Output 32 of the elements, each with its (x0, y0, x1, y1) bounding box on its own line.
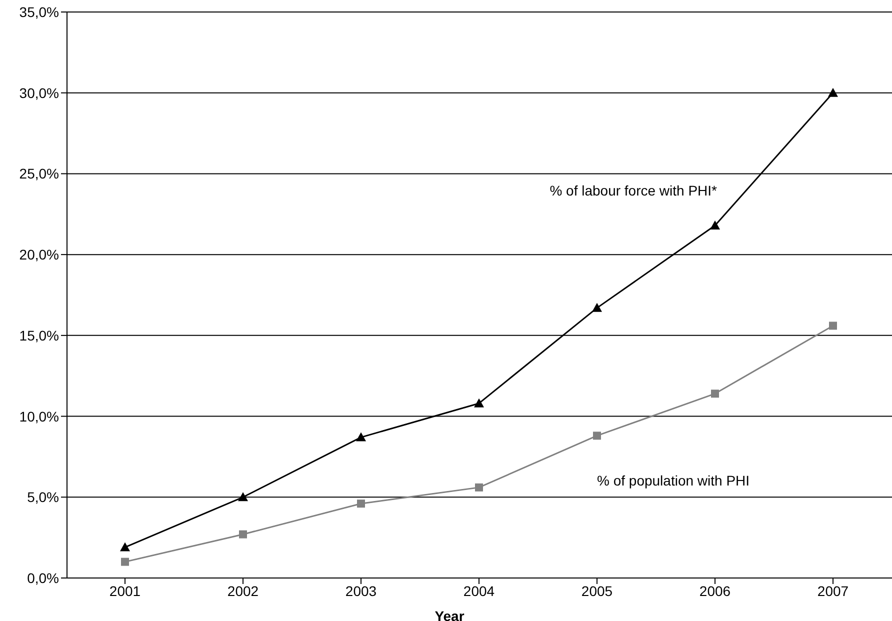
y-tick-label: 15,0% (19, 327, 59, 344)
x-tick-label: 2005 (581, 582, 613, 599)
point (592, 302, 602, 312)
point (593, 432, 601, 440)
point (120, 542, 130, 552)
y-tick-label: 30,0% (19, 84, 59, 101)
point (829, 322, 837, 330)
y-tick-label: 10,0% (19, 408, 59, 424)
point (121, 558, 129, 566)
x-tick-label: 2002 (227, 582, 259, 599)
point (474, 398, 484, 408)
point (710, 220, 720, 230)
point (357, 500, 365, 508)
series-label: % of labour force with PHI* (550, 182, 718, 198)
x-tick-label: 2006 (699, 582, 731, 599)
x-tick-label: 2003 (345, 582, 377, 599)
x-tick-label: 2007 (817, 582, 849, 599)
point (356, 432, 366, 442)
x-tick-label: 2004 (463, 582, 495, 599)
point (828, 88, 838, 97)
y-tick-label: 35,0% (19, 4, 59, 20)
x-tick-label: 2001 (109, 582, 141, 599)
y-tick-label: 20,0% (19, 246, 59, 263)
point (711, 390, 719, 398)
y-tick-label: 25,0% (19, 166, 59, 182)
point (238, 492, 248, 502)
y-tick-label: 0,0% (27, 570, 59, 586)
x-axis-title: Year (434, 608, 465, 621)
point (239, 530, 247, 538)
point (475, 483, 483, 492)
text: % of population with PHI (597, 472, 750, 489)
y-tick-label: 5,0% (27, 489, 59, 506)
